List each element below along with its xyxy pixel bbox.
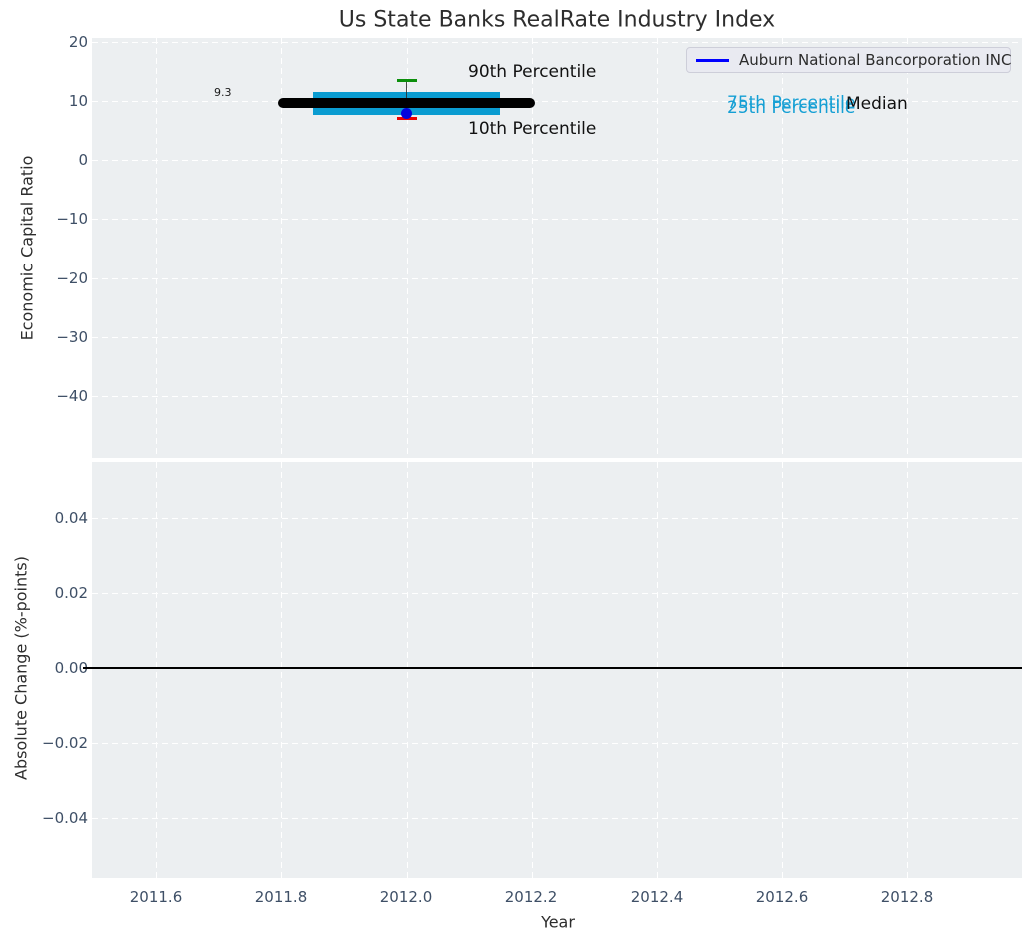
p25-annotation: 25th Percentile <box>727 97 856 118</box>
bottom-axes-plot-area <box>92 462 1022 878</box>
gridline <box>406 462 408 878</box>
ytick-label: 0 <box>78 151 88 169</box>
xtick-label: 2012.0 <box>379 888 433 906</box>
zero-reference-line <box>83 667 1022 670</box>
value-label: 9.3 <box>214 86 232 99</box>
gridline <box>92 101 1022 103</box>
xtick-label: 2012.4 <box>630 888 684 906</box>
xtick-label: 2012.6 <box>755 888 809 906</box>
top-axes-plot-area <box>92 38 1022 458</box>
ytick-label: −0.04 <box>42 809 88 827</box>
median-line <box>278 98 535 108</box>
company-data-point <box>401 108 412 119</box>
ytick-label: −30 <box>56 328 88 346</box>
ytick-label: −20 <box>56 269 88 287</box>
gridline <box>657 462 659 878</box>
median-annotation: Median <box>846 94 908 114</box>
gridline <box>406 38 408 458</box>
gridline <box>92 219 1022 221</box>
gridline <box>156 462 158 878</box>
ytick-label: −10 <box>56 210 88 228</box>
chart-title: Us State Banks RealRate Industry Index <box>338 7 776 33</box>
p90-cap <box>397 79 417 83</box>
p10-annotation: 10th Percentile <box>468 119 597 139</box>
legend-entry-label: Auburn National Bancorporation INC <box>739 51 1012 69</box>
legend-line-sample <box>696 58 729 62</box>
gridline <box>782 462 784 878</box>
gridline <box>907 462 909 878</box>
gridline <box>907 38 909 458</box>
gridline <box>92 337 1022 339</box>
gridline <box>657 38 659 458</box>
p75-annotation: 75th Percentile <box>727 93 856 113</box>
gridline <box>281 462 283 878</box>
xtick-label: 2012.2 <box>504 888 558 906</box>
x-axis-label: Year <box>541 912 575 932</box>
gridline <box>156 38 158 458</box>
gridline <box>531 462 533 878</box>
ytick-label: 10 <box>68 92 88 110</box>
gridline <box>92 518 1022 520</box>
gridline <box>92 593 1022 595</box>
ytick-label: −40 <box>56 387 88 405</box>
gridline <box>92 396 1022 398</box>
ytick-label: 0.00 <box>54 659 88 677</box>
ytick-label: −0.02 <box>42 734 88 752</box>
ytick-label: 0.02 <box>54 584 88 602</box>
p90-annotation: 90th Percentile <box>468 62 597 82</box>
xtick-label: 2011.6 <box>129 888 183 906</box>
gridline <box>92 278 1022 280</box>
top-y-axis-label: Economic Capital Ratio <box>17 155 37 341</box>
gridline <box>92 160 1022 162</box>
bottom-y-axis-label: Absolute Change (%-points) <box>11 556 31 780</box>
gridline <box>92 743 1022 745</box>
gridline <box>92 42 1022 44</box>
gridline <box>531 38 533 458</box>
legend: Auburn National Bancorporation INC <box>686 47 1012 73</box>
gridline <box>281 38 283 458</box>
xtick-label: 2012.8 <box>880 888 934 906</box>
ytick-label: 0.04 <box>54 509 88 527</box>
xtick-label: 2011.8 <box>254 888 308 906</box>
gridline <box>92 818 1022 820</box>
gridline <box>782 38 784 458</box>
ytick-label: 20 <box>68 33 88 51</box>
